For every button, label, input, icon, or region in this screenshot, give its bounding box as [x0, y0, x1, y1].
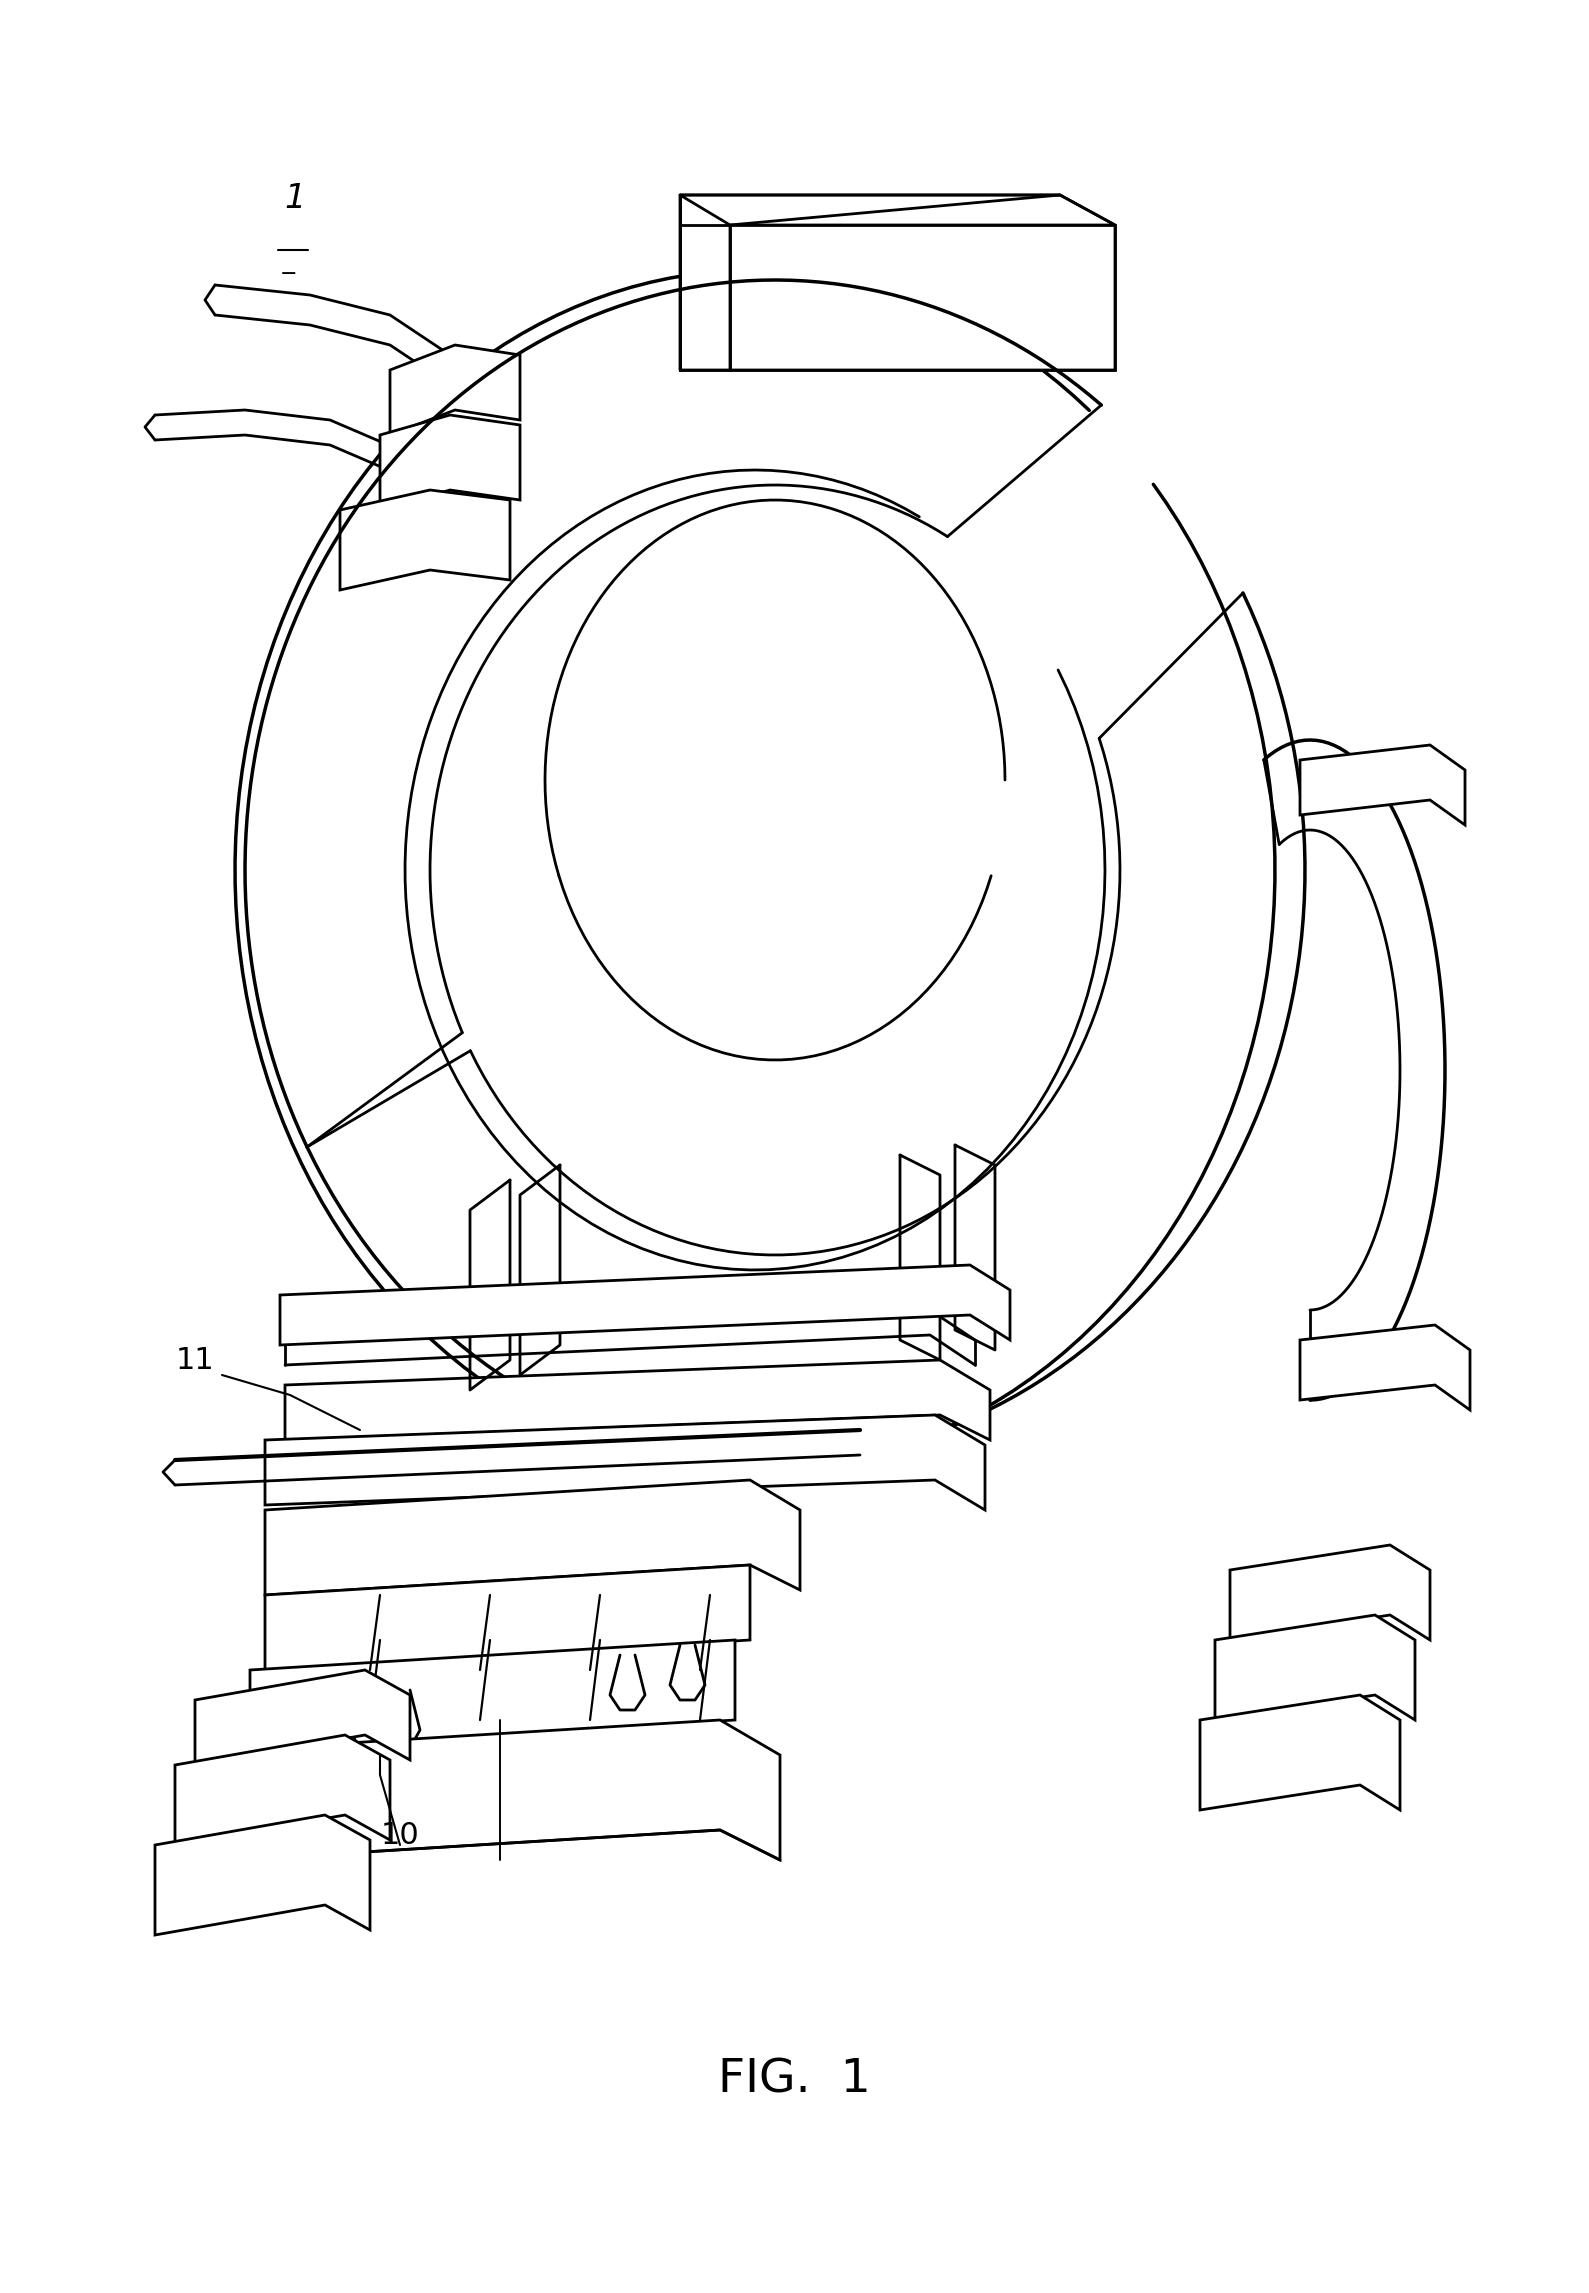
Text: 10: 10 — [381, 1821, 419, 1850]
Polygon shape — [265, 1479, 799, 1596]
Polygon shape — [680, 195, 1115, 225]
Polygon shape — [175, 1736, 389, 1846]
Polygon shape — [280, 1266, 1011, 1346]
Polygon shape — [389, 344, 520, 436]
Polygon shape — [729, 225, 1115, 369]
Polygon shape — [284, 1360, 990, 1440]
Polygon shape — [249, 1639, 736, 1750]
Text: 1: 1 — [284, 181, 305, 216]
Polygon shape — [680, 225, 729, 369]
Text: 11: 11 — [176, 1346, 215, 1376]
Polygon shape — [1300, 1325, 1470, 1410]
Text: FIG.  1: FIG. 1 — [718, 2057, 871, 2103]
Polygon shape — [265, 1566, 750, 1669]
Polygon shape — [1200, 1695, 1400, 1809]
Polygon shape — [380, 415, 520, 509]
Polygon shape — [195, 1669, 410, 1766]
Polygon shape — [1216, 1614, 1414, 1720]
Polygon shape — [235, 1720, 780, 1860]
Polygon shape — [1230, 1545, 1430, 1639]
Polygon shape — [340, 491, 510, 589]
Polygon shape — [265, 1415, 985, 1511]
Polygon shape — [156, 1816, 370, 1935]
Polygon shape — [1300, 745, 1465, 825]
